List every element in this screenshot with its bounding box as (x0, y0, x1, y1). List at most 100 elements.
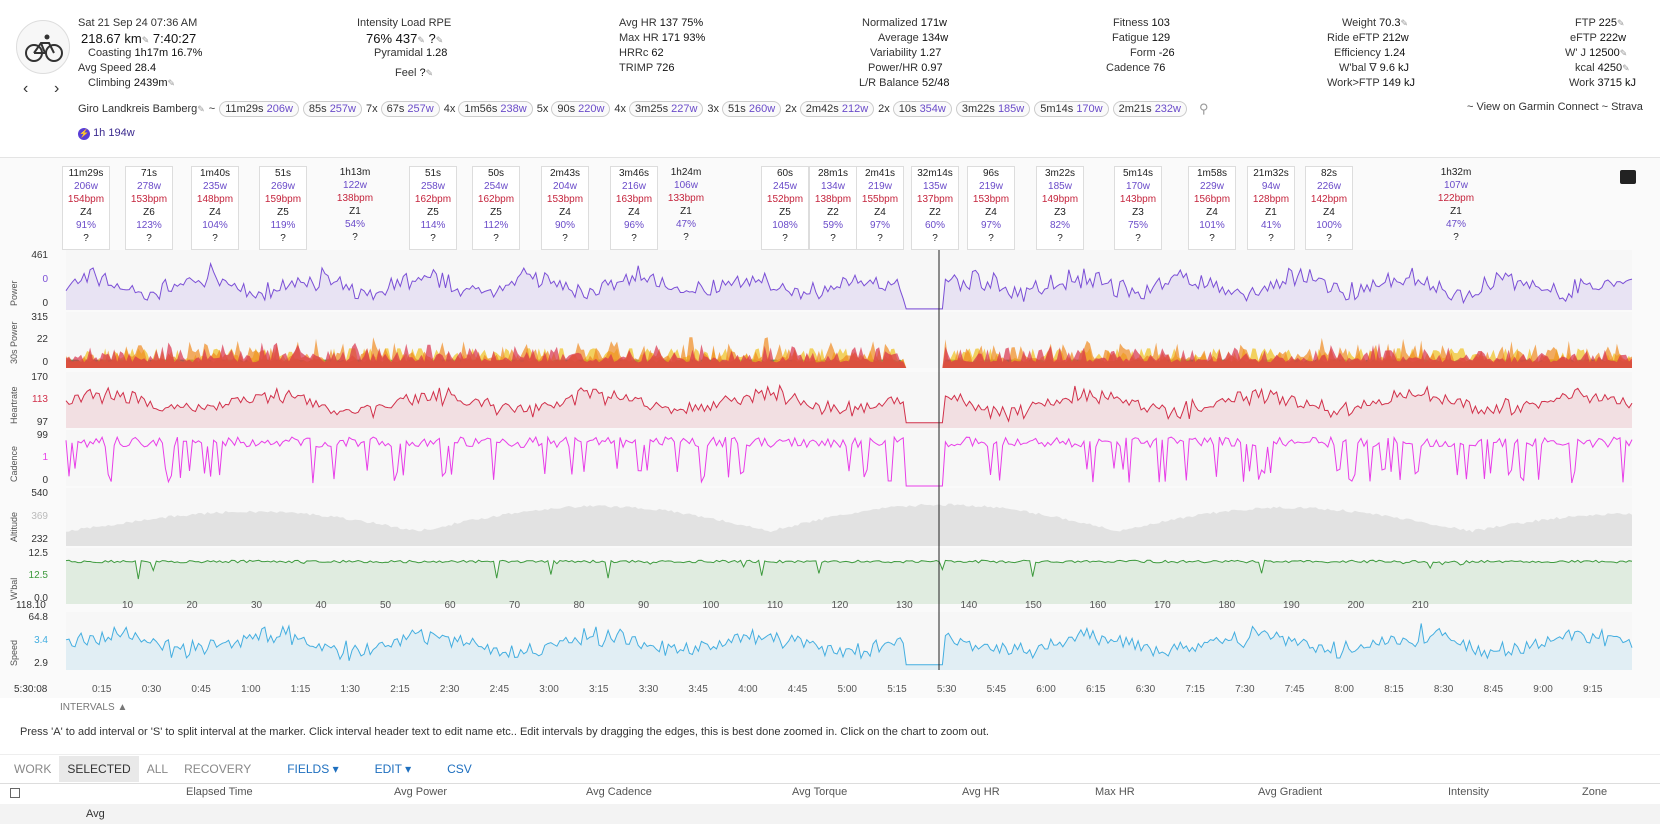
interval-header[interactable]: 51s 269w 159bpm Z5 119%? (259, 166, 307, 250)
time-tick: 6:00 (1036, 684, 1056, 695)
interval-hr: 162bpm (477, 194, 515, 205)
interval-header[interactable]: 60s 245w 152bpm Z5 108%? (761, 166, 809, 250)
best-effort-chip[interactable]: 7x 67s 257w (366, 101, 440, 117)
interval-header[interactable]: 1h24m 106w 133bpm Z1 47%? (662, 166, 710, 250)
chip-watts: 170w (1076, 103, 1103, 115)
best-effort-chip[interactable]: 2x 10s 354w (878, 101, 952, 117)
interval-hr: 148bpm (196, 194, 234, 205)
interval-header[interactable]: 21m32s 94w 128bpm Z1 41%? (1247, 166, 1295, 250)
best-effort-chip[interactable]: 4x 1m56s 238w (444, 101, 533, 117)
lane-altitude[interactable] (66, 488, 1632, 546)
tab-work[interactable]: WORK (14, 762, 52, 776)
column-header[interactable]: Intensity (1448, 786, 1489, 798)
best-effort-chip[interactable]: 85s 257w (302, 101, 362, 117)
interval-pct: 91% (75, 220, 96, 231)
interval-header[interactable]: 1h13m 122w 138bpm Z1 54%? (331, 166, 379, 250)
activity-avatar (16, 20, 70, 74)
next-activity-icon[interactable]: › (54, 80, 60, 97)
activity-name[interactable]: Giro Landkreis Bamberg✎ (78, 103, 205, 115)
best-effort-chip[interactable]: 5m14s 170w (1034, 101, 1109, 117)
lane-background (66, 372, 1632, 428)
lane-heartrate[interactable] (65, 372, 1633, 428)
external-links[interactable]: ~ View on Garmin Connect ~ Strava (1467, 101, 1643, 113)
wprime-stat[interactable]: W' J 12500✎ (1565, 47, 1628, 59)
best-effort-chip[interactable]: 2m21s 232w (1112, 101, 1187, 117)
interval-header[interactable]: 11m29s 206w 154bpm Z4 91%? (62, 166, 110, 250)
column-header[interactable]: Avg HR (962, 786, 1000, 798)
interval-header[interactable]: 5m14s 170w 143bpm Z3 75%? (1114, 166, 1162, 250)
interval-z: Z4 (209, 207, 221, 218)
lane-cadence[interactable] (65, 430, 1633, 487)
edit-dropdown[interactable]: EDIT ▾ (374, 762, 412, 776)
interval-header[interactable]: 1m58s 229w 156bpm Z4 101%? (1188, 166, 1236, 250)
best-effort-chip[interactable]: 3x 51s 260w (707, 101, 782, 117)
best-effort-chip[interactable]: 2x 2m42s 212w (785, 101, 875, 117)
interval-header[interactable]: 32m14s 135w 137bpm Z2 60%? (911, 166, 959, 250)
tab-selected[interactable]: SELECTED (59, 756, 139, 782)
interval-dur: 32m14s (917, 168, 953, 179)
best-effort-chip[interactable]: 4x 3m25s 227w (614, 101, 704, 117)
comment-icon[interactable] (1620, 170, 1636, 184)
lane-tick-max: 461 (31, 250, 48, 261)
column-header[interactable]: Avg Torque (792, 786, 848, 798)
series-fill (66, 503, 1632, 546)
interval-header[interactable]: 82s 226w 142bpm Z4 100%? (1305, 166, 1353, 250)
column-header[interactable]: Avg Cadence (586, 786, 652, 798)
column-header[interactable]: Zone (1582, 786, 1608, 798)
time-tick: 6:30 (1135, 684, 1156, 695)
interval-header[interactable]: 71s 278w 153bpm Z6 123%? (125, 166, 173, 250)
column-header[interactable]: Avg Gradient (1258, 786, 1323, 798)
prev-activity-icon[interactable]: ‹ (23, 80, 29, 97)
tab-recovery[interactable]: RECOVERY (184, 762, 252, 776)
interval-w: 107w (1444, 180, 1468, 191)
interval-header[interactable]: 1h32m 107w 122bpm Z1 47%? (1432, 166, 1480, 250)
interval-header[interactable]: 50s 254w 162bpm Z5 112%? (472, 166, 520, 250)
column-header[interactable]: Avg Power (394, 786, 447, 798)
distance-tick: 190 (1283, 600, 1300, 611)
power-badge[interactable]: ⚡ 1h 194w (78, 127, 135, 140)
feel-stat[interactable]: Feel ?✎ (395, 67, 434, 79)
lane-power30[interactable] (66, 312, 1632, 368)
interval-z: Z1 (349, 206, 361, 217)
lane-power[interactable] (65, 250, 1633, 310)
lane-tick-max: 99 (36, 429, 48, 441)
climbing-stat[interactable]: Climbing 2439m✎ (88, 77, 176, 89)
activity-distance[interactable]: 218.67 km✎ 7:40:27 (81, 31, 197, 46)
interval-pct: 119% (270, 220, 296, 231)
intervals-toggle[interactable]: INTERVALS ▲ (60, 702, 128, 713)
ftp-stat[interactable]: FTP 225✎ (1575, 17, 1625, 29)
time-tick: 4:00 (738, 684, 758, 695)
interval-header[interactable]: 96s 219w 153bpm Z4 97%? (967, 166, 1015, 250)
search-icon[interactable]: ⚲ (1198, 101, 1209, 116)
best-effort-chip[interactable]: 3m22s 185w (955, 101, 1031, 117)
chart-lanes[interactable] (0, 250, 1660, 670)
distance-tick: 40 (315, 600, 327, 611)
interval-header[interactable]: 1m40s 235w 148bpm Z4 104%? (191, 166, 239, 250)
lane-speed[interactable] (65, 612, 1633, 670)
fields-dropdown[interactable]: FIELDS ▾ (287, 762, 339, 776)
weight-stat[interactable]: Weight 70.3✎ (1342, 17, 1409, 29)
interval-header[interactable]: 51s 258w 162bpm Z5 114%? (409, 166, 457, 250)
tab-all[interactable]: ALL (146, 762, 169, 776)
chip-duration: 2m21s (1118, 103, 1155, 115)
table-row[interactable]: Avg (0, 804, 1660, 824)
interval-header[interactable]: 3m22s 185w 149bpm Z3 82%? (1036, 166, 1084, 250)
best-effort-chip[interactable]: 11m29s 206w (219, 101, 299, 117)
interval-dur: 2m43s (549, 168, 580, 179)
intensity-load-rpe-values[interactable]: 76% 437✎ ?✎ (366, 31, 444, 46)
chip-duration: 5m14s (1040, 103, 1077, 115)
interval-dur: 1m58s (1196, 168, 1227, 179)
interval-header[interactable]: 2m43s 204w 153bpm Z4 90%? (541, 166, 589, 250)
best-effort-chip[interactable]: 5x 90s 220w (537, 101, 611, 117)
interval-w: 229w (1200, 181, 1224, 192)
interval-header[interactable]: 28m1s 134w 138bpm Z2 59%? (809, 166, 857, 250)
interval-header[interactable]: 3m46s 216w 163bpm Z4 96%? (610, 166, 658, 250)
select-all-checkbox[interactable] (10, 788, 20, 798)
column-header[interactable]: Max HR (1095, 786, 1135, 798)
column-header[interactable]: Elapsed Time (186, 786, 253, 798)
csv-button[interactable]: CSV (447, 762, 472, 776)
kcal-stat[interactable]: kcal 4250✎ (1575, 62, 1630, 74)
lane-wbal[interactable] (65, 548, 1633, 604)
interval-header[interactable]: 2m41s 219w 155bpm Z4 97%? (856, 166, 904, 250)
lane-tick-mid: 1 (42, 452, 48, 464)
